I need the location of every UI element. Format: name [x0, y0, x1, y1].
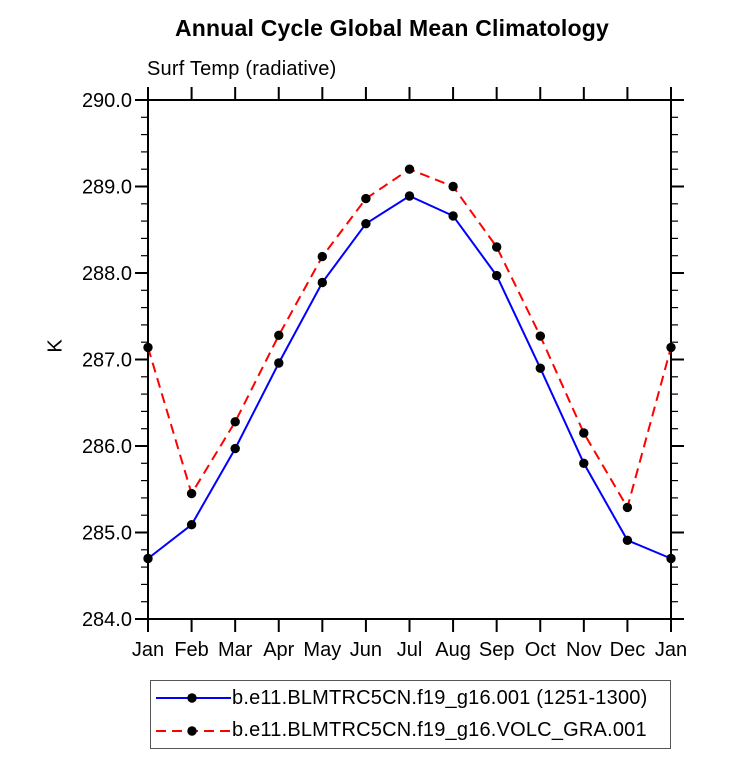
data-point-marker-0 [143, 553, 153, 564]
x-tick-label: Feb [174, 639, 208, 661]
data-point-marker-0 [448, 211, 458, 221]
legend-line-sample-dashed-red [156, 721, 231, 741]
data-point-marker-0 [622, 535, 633, 545]
x-tick-label: Jul [397, 639, 423, 661]
data-point-marker-1 [317, 251, 327, 262]
y-tick-label: 288.0 [82, 263, 132, 285]
legend-item: b.e11.BLMTRC5CN.f19_g16.VOLC_GRA.001 [151, 716, 670, 746]
data-point-marker-1 [622, 502, 633, 513]
legend-box: b.e11.BLMTRC5CN.f19_g16.001 (1251-1300) … [150, 680, 671, 749]
x-tick-label: Jan [655, 639, 687, 661]
y-tick-label: 284.0 [82, 609, 132, 631]
plot-frame [147, 99, 672, 620]
x-tick-label: Oct [525, 639, 557, 661]
x-tick-label: Mar [218, 639, 253, 661]
data-point-marker-0 [535, 363, 545, 373]
x-tick-label: Sep [479, 639, 515, 661]
chart-subtitle: Surf Temp (radiative) [147, 58, 337, 80]
legend-line-sample-solid-blue [156, 688, 231, 708]
x-tick-label: May [303, 639, 341, 661]
legend-sample-svg [156, 693, 231, 704]
data-point-marker-1 [492, 242, 502, 252]
legend-sample-marker [187, 725, 197, 736]
data-point-marker-1 [579, 428, 589, 438]
data-point-marker-0 [579, 458, 589, 468]
legend-series-label: b.e11.BLMTRC5CN.f19_g16.001 (1251-1300) [232, 686, 648, 709]
data-point-marker-1 [448, 181, 458, 192]
data-point-marker-1 [361, 193, 371, 204]
x-tick-label: Nov [566, 639, 602, 661]
y-tick-label: 289.0 [82, 177, 132, 199]
x-tick-label: Dec [610, 639, 646, 661]
chart-title: Annual Cycle Global Mean Climatology [174, 15, 610, 41]
legend-sample-svg [156, 725, 231, 736]
legend-series-label: b.e11.BLMTRC5CN.f19_g16.VOLC_GRA.001 [232, 719, 647, 742]
data-point-marker-1 [666, 342, 676, 353]
legend-sample-marker [187, 693, 197, 704]
legend-item: b.e11.BLMTRC5CN.f19_g16.001 (1251-1300) [151, 683, 670, 713]
data-point-marker-1 [186, 488, 197, 499]
y-tick-label: 290.0 [82, 90, 132, 112]
data-point-marker-1 [404, 164, 415, 174]
x-tick-label: Jun [350, 639, 382, 661]
data-point-marker-0 [666, 553, 676, 564]
data-point-marker-1 [274, 330, 284, 340]
y-tick-label: 285.0 [82, 523, 132, 545]
data-point-marker-0 [274, 358, 284, 368]
data-point-marker-0 [230, 443, 240, 454]
data-point-marker-0 [186, 520, 197, 530]
x-tick-label: Jan [132, 639, 164, 661]
series-line-0 [147, 194, 672, 560]
y-tick-label: 286.0 [82, 436, 132, 458]
data-point-marker-1 [230, 417, 240, 427]
data-point-marker-0 [492, 270, 502, 281]
y-tick-label: 287.0 [82, 350, 132, 372]
x-tick-label: Apr [263, 639, 294, 661]
data-point-marker-0 [361, 219, 371, 229]
data-point-marker-0 [404, 191, 415, 201]
data-point-marker-1 [535, 331, 545, 341]
x-tick-label: Aug [435, 639, 471, 661]
series-line-1 [147, 168, 672, 510]
data-point-marker-1 [143, 342, 153, 353]
data-point-marker-0 [317, 277, 327, 288]
